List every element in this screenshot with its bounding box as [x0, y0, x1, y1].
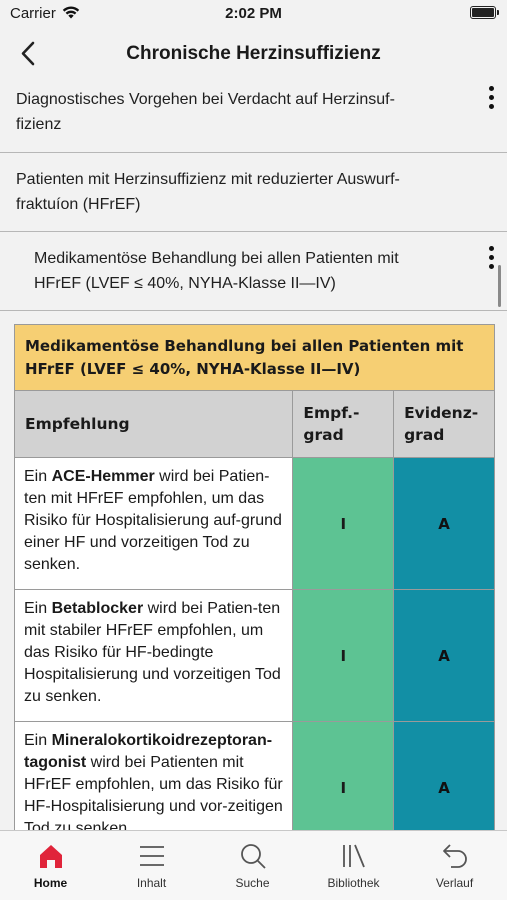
- breadcrumb-level-2-label: Patienten mit Herzinsuffizienz mit reduz…: [16, 171, 400, 213]
- column-header-grade: Empf.- grad: [292, 390, 395, 458]
- menu-icon: [139, 846, 164, 866]
- breadcrumb-level-1-label: Diagnostisches Vorgehen bei Verdacht auf…: [16, 91, 395, 133]
- table-row: Ein Betablocker wird bei Patien-ten mit …: [13, 589, 495, 722]
- library-icon: [342, 844, 365, 868]
- wifi-icon: [62, 6, 80, 19]
- recommendation-cell: Ein ACE-Hemmer wird bei Patien-ten mit H…: [13, 457, 294, 590]
- more-options-icon[interactable]: [487, 86, 495, 116]
- tab-bar: Home Inhalt Suche Bibliothek Verlauf: [0, 830, 507, 900]
- breadcrumb-level-1[interactable]: Diagnostisches Vorgehen bei Verdacht auf…: [0, 78, 507, 153]
- recommendation-cell: Ein Betablocker wird bei Patien-ten mit …: [13, 589, 294, 722]
- evidence-cell: A: [393, 457, 495, 590]
- history-icon: [442, 844, 467, 868]
- breadcrumb-level-3-label: Medikamentöse Behandlung bei allen Patie…: [34, 250, 399, 292]
- nav-bar: Chronische Herzinsuffizienz: [0, 30, 507, 78]
- battery-icon: [470, 6, 499, 19]
- grade-cell: I: [292, 457, 395, 590]
- breadcrumb-level-2[interactable]: Patienten mit Herzinsuffizienz mit reduz…: [0, 153, 507, 232]
- home-icon: [39, 845, 62, 868]
- back-icon[interactable]: [14, 39, 44, 69]
- search-icon: [240, 844, 266, 869]
- clock: 2:02 PM: [225, 5, 282, 22]
- table-row: Ein ACE-Hemmer wird bei Patien-ten mit H…: [13, 457, 495, 590]
- carrier-label: Carrier: [10, 5, 56, 22]
- scroll-indicator[interactable]: [498, 265, 501, 307]
- recommendation-table: Medikamentöse Behandlung bei allen Patie…: [13, 324, 495, 831]
- recommendation-cell: Ein Mineralokortikoidrezeptoran-tagonist…: [13, 721, 294, 831]
- evidence-cell: A: [393, 589, 495, 722]
- tab-inhalt[interactable]: Inhalt: [101, 831, 202, 900]
- tab-bibliothek[interactable]: Bibliothek: [303, 831, 404, 900]
- column-header-evidence: Evidenz- grad: [393, 390, 495, 458]
- content-area[interactable]: Medikamentöse Behandlung bei allen Patie…: [0, 311, 507, 831]
- tab-home[interactable]: Home: [0, 831, 101, 900]
- page-title: Chronische Herzinsuffizienz: [126, 43, 381, 64]
- tab-verlauf[interactable]: Verlauf: [404, 831, 505, 900]
- grade-cell: I: [292, 589, 395, 722]
- evidence-cell: A: [393, 721, 495, 831]
- column-header-recommendation: Empfehlung: [13, 390, 294, 458]
- status-bar: Carrier 2:02 PM: [0, 0, 507, 30]
- table-row: Ein Mineralokortikoidrezeptoran-tagonist…: [13, 721, 495, 831]
- breadcrumb-level-3[interactable]: Medikamentöse Behandlung bei allen Patie…: [0, 232, 507, 311]
- tab-suche[interactable]: Suche: [202, 831, 303, 900]
- grade-cell: I: [292, 721, 395, 831]
- table-heading: Medikamentöse Behandlung bei allen Patie…: [14, 324, 495, 391]
- more-options-icon[interactable]: [487, 246, 495, 276]
